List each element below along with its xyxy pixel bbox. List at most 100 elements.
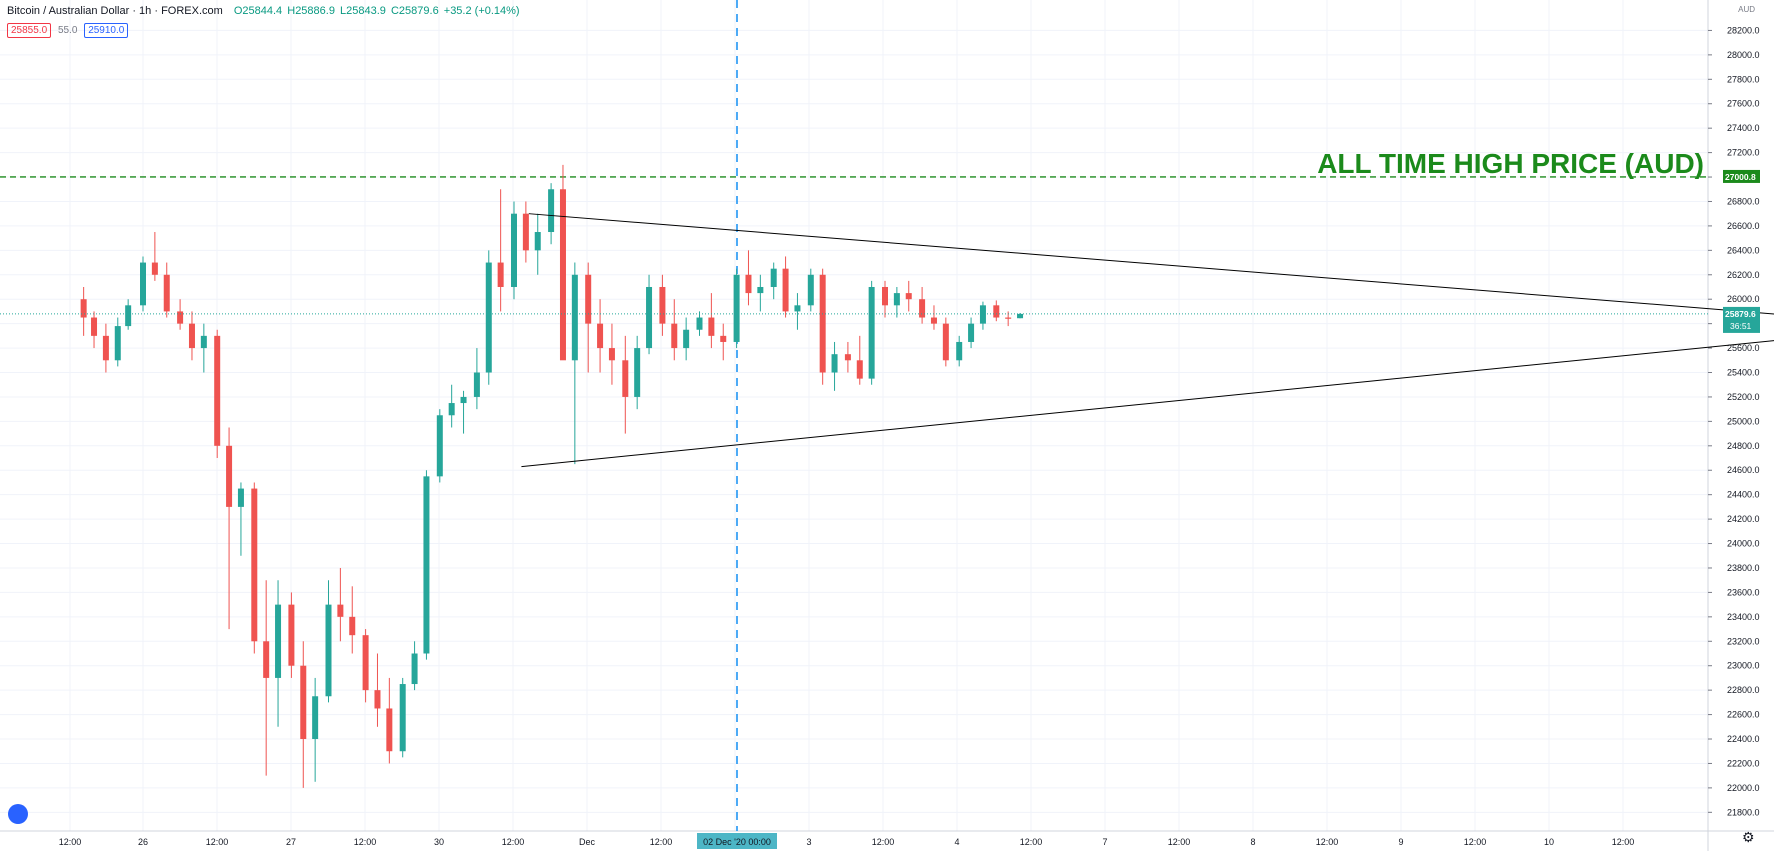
candle-body bbox=[275, 604, 282, 678]
candle-body bbox=[226, 445, 233, 507]
price-tick-label: 22000.0 bbox=[1727, 783, 1760, 793]
candle-body bbox=[856, 360, 863, 379]
candle-body bbox=[646, 286, 653, 349]
time-tick-label: 12:00 bbox=[502, 837, 525, 847]
buy-button[interactable]: 25910.0 bbox=[84, 23, 129, 38]
candle-body bbox=[844, 354, 851, 361]
candle-body bbox=[608, 348, 615, 361]
candle-body bbox=[1005, 317, 1012, 319]
ath-annotation: ALL TIME HIGH PRICE (AUD) bbox=[1317, 148, 1704, 179]
price-tick-label: 24800.0 bbox=[1727, 441, 1760, 451]
candle-body bbox=[337, 604, 344, 617]
candle-body bbox=[423, 476, 430, 654]
candle-body bbox=[548, 189, 555, 233]
candle-body bbox=[622, 360, 629, 397]
symbol-title[interactable]: Bitcoin / Australian Dollar · 1h · FOREX… bbox=[7, 5, 223, 17]
candle-body bbox=[288, 604, 295, 666]
candle-body bbox=[634, 348, 641, 397]
price-tick-label: 28200.0 bbox=[1727, 25, 1760, 35]
high-value: H25886.9 bbox=[287, 5, 335, 17]
crosshair-time-tag bbox=[697, 833, 777, 849]
price-tick-label: 22800.0 bbox=[1727, 685, 1760, 695]
candle-body bbox=[819, 274, 826, 373]
candle-body bbox=[522, 213, 529, 251]
candle-body bbox=[188, 323, 195, 349]
price-tick-label: 26200.0 bbox=[1727, 270, 1760, 280]
candle-body bbox=[671, 323, 678, 349]
candle-body bbox=[794, 305, 801, 312]
candle-body bbox=[979, 305, 986, 324]
candle-body bbox=[374, 690, 381, 709]
ohlc-readout: O25844.4 H25886.9 L25843.9 C25879.6 +35.… bbox=[234, 5, 522, 17]
low-value: L25843.9 bbox=[340, 5, 386, 17]
candle-body bbox=[831, 354, 838, 373]
price-tick-label: 22600.0 bbox=[1727, 710, 1760, 720]
candle-body bbox=[534, 232, 541, 251]
candle-body bbox=[300, 665, 307, 740]
sell-button[interactable]: 25855.0 bbox=[7, 23, 52, 38]
candle-body bbox=[177, 311, 184, 324]
time-tick-label: 27 bbox=[286, 837, 296, 847]
candle-body bbox=[511, 213, 517, 287]
candle-body bbox=[386, 708, 393, 752]
candle-body bbox=[942, 323, 949, 361]
candle-body bbox=[1017, 313, 1024, 319]
candle-body bbox=[708, 317, 715, 336]
price-tick-label: 26000.0 bbox=[1727, 294, 1760, 304]
candle-body bbox=[782, 268, 789, 312]
candle-body bbox=[696, 317, 703, 330]
spread-value: 55.0 bbox=[57, 25, 78, 36]
time-tick-label: 12:00 bbox=[354, 837, 377, 847]
candle-body bbox=[770, 268, 777, 287]
candle-body bbox=[151, 262, 158, 275]
settings-gear-icon[interactable]: ⚙ bbox=[1742, 829, 1755, 845]
time-tick-label: 7 bbox=[1102, 837, 1107, 847]
time-tick-label: 26 bbox=[138, 837, 148, 847]
time-tick-label: 12:00 bbox=[1168, 837, 1191, 847]
time-tick-label: 12:00 bbox=[1020, 837, 1043, 847]
candle-body bbox=[956, 341, 963, 361]
tradingview-logo-icon[interactable] bbox=[8, 804, 28, 824]
time-tick-label: 12:00 bbox=[872, 837, 895, 847]
candle-body bbox=[312, 696, 319, 740]
bid-ask-panel: 25855.0 55.0 25910.0 bbox=[7, 23, 132, 38]
candle-body bbox=[968, 323, 975, 342]
open-value: O25844.4 bbox=[233, 5, 283, 17]
price-tick-label: 28000.0 bbox=[1727, 50, 1760, 60]
candle-body bbox=[448, 403, 455, 416]
price-tick-label: 27400.0 bbox=[1727, 123, 1760, 133]
candle-body bbox=[436, 415, 443, 477]
price-tick-label: 26400.0 bbox=[1727, 245, 1760, 255]
price-tick-label: 27200.0 bbox=[1727, 148, 1760, 158]
countdown-label: 36:51 bbox=[1730, 321, 1752, 331]
time-tick-label: 12:00 bbox=[59, 837, 82, 847]
crosshair-time-label: 02 Dec '20 00:00 bbox=[703, 837, 771, 847]
candle-body bbox=[114, 326, 121, 361]
price-tick-label: 26600.0 bbox=[1727, 221, 1760, 231]
price-tick-label: 24000.0 bbox=[1727, 539, 1760, 549]
candle-body bbox=[930, 317, 937, 324]
time-tick-label: 12:00 bbox=[206, 837, 229, 847]
time-tick-label: Dec bbox=[579, 837, 596, 847]
price-tick-label: 25200.0 bbox=[1727, 392, 1760, 402]
candle-body bbox=[720, 335, 727, 342]
candle-body bbox=[200, 335, 207, 349]
time-tick-label: 12:00 bbox=[1316, 837, 1339, 847]
time-tick-label: 9 bbox=[1398, 837, 1403, 847]
currency-label: AUD bbox=[1738, 5, 1755, 14]
candle-body bbox=[102, 335, 109, 361]
time-tick-label: 30 bbox=[434, 837, 444, 847]
candle-body bbox=[497, 262, 504, 287]
last-price-label: 25879.6 bbox=[1725, 309, 1756, 319]
candle-body bbox=[325, 604, 332, 697]
candle-body bbox=[263, 641, 270, 678]
price-tick-label: 22200.0 bbox=[1727, 758, 1760, 768]
candle-body bbox=[993, 305, 1000, 318]
candle-body bbox=[399, 684, 406, 752]
price-tick-label: 24600.0 bbox=[1727, 465, 1760, 475]
candle-body bbox=[585, 274, 592, 324]
candle-body bbox=[571, 274, 578, 361]
time-tick-label: 12:00 bbox=[650, 837, 673, 847]
candle-body bbox=[80, 299, 87, 318]
